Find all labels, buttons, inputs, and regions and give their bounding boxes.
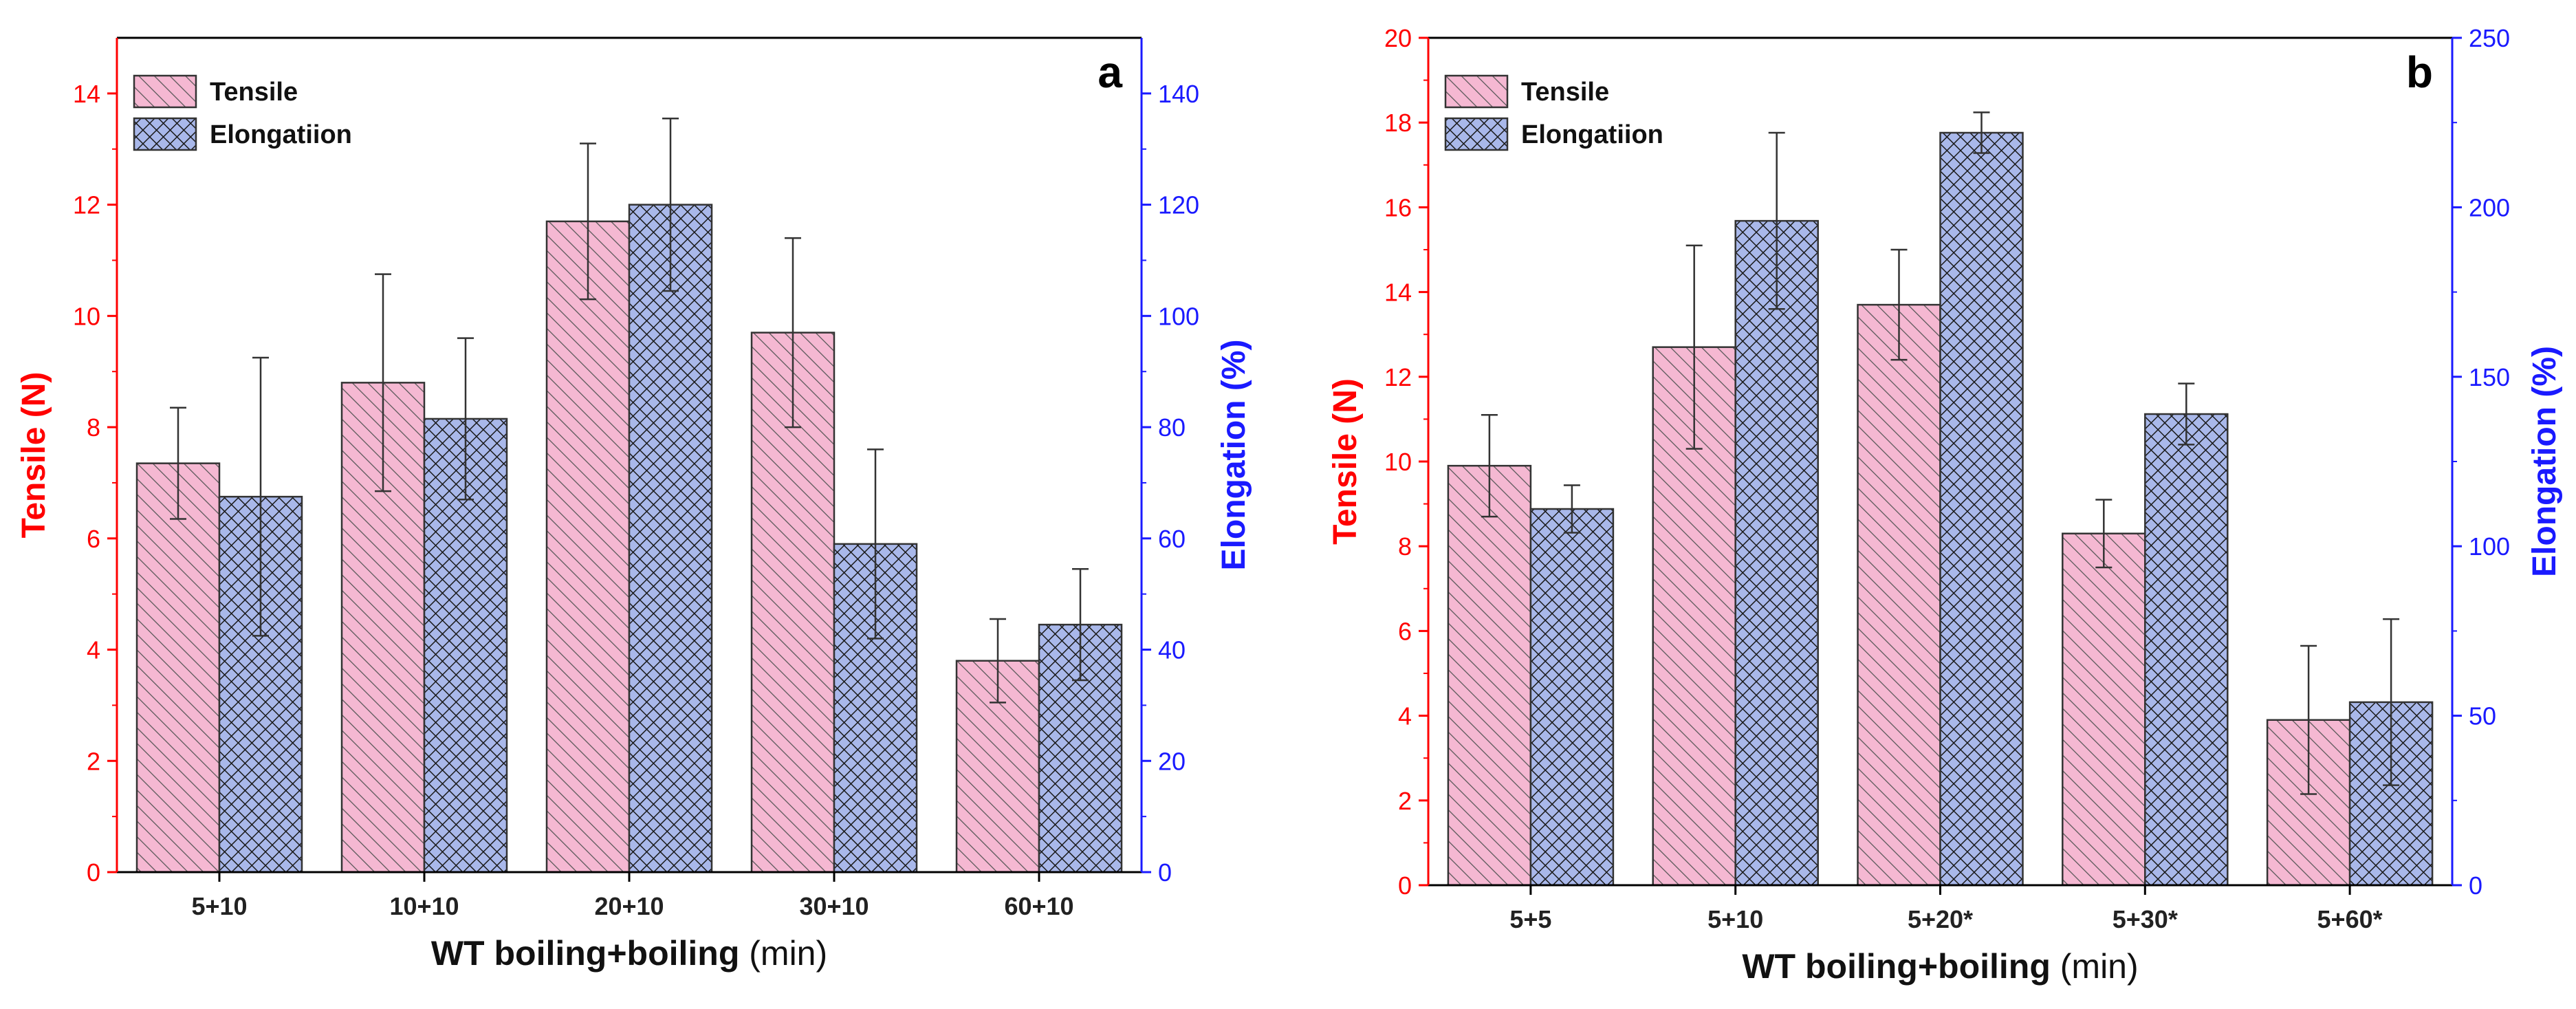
x-axis-title-main: WT boiling+boiling: [431, 934, 749, 973]
y-left-tick-label: 16: [1384, 193, 1412, 221]
x-axis-title-unit: (min): [2060, 947, 2139, 986]
y-right-tick-label: 100: [2469, 532, 2510, 561]
x-axis-title: WT boiling+boiling (min): [1742, 947, 2138, 986]
y-right-tick-label: 0: [2469, 871, 2482, 900]
bar-tensile-5+30*: [2062, 532, 2146, 887]
y-left-tick-label: 6: [87, 525, 100, 553]
y-right-tick-label: 60: [1158, 525, 1186, 553]
y-left-tick-label: 18: [1384, 109, 1412, 137]
y-left-title: Tensile (N): [1327, 378, 1364, 545]
y-left-tick-label: 2: [1398, 787, 1412, 815]
y-right-tick-label: 80: [1158, 413, 1186, 442]
y-right-tick-label: 200: [2469, 193, 2510, 221]
y-right-tick-label: 20: [1158, 747, 1186, 775]
x-tick-label: 5+60*: [2317, 905, 2383, 933]
x-tick-label: 5+10: [191, 892, 247, 920]
y-right-tick-label: 140: [1158, 80, 1199, 108]
y-left-tick-label: 0: [1398, 871, 1412, 900]
y-left-tick-label: 2: [87, 747, 100, 775]
y-right-tick-label: 50: [2469, 702, 2496, 730]
bar-tensile-20+10: [545, 220, 631, 874]
bar-elongation-5+5: [1529, 508, 1615, 887]
y-left-tick-label: 4: [1398, 702, 1412, 730]
x-tick-label: 30+10: [799, 892, 869, 920]
x-axis-title-unit: (min): [749, 934, 827, 973]
y-left-title: Tensile (N): [16, 372, 52, 539]
bar-tensile-5+10: [135, 462, 221, 874]
y-right-title: Elongation (%): [1216, 340, 1252, 571]
y-right-tick-label: 40: [1158, 636, 1186, 664]
x-tick-label: 10+10: [389, 892, 459, 920]
bar-elongation-5+30*: [2144, 413, 2229, 887]
y-left-tick-label: 20: [1384, 24, 1412, 52]
x-tick-label: 5+10: [1707, 905, 1763, 933]
bar-elongation-5+10: [1734, 219, 1819, 887]
bar-elongation-5+20*: [1939, 131, 2024, 887]
x-tick-label: 20+10: [594, 892, 664, 920]
legend-swatch-elongation: [133, 117, 197, 151]
panel-letter: a: [1098, 47, 1122, 97]
legend-swatch-tensile: [133, 74, 197, 109]
bar-elongation-20+10: [628, 204, 713, 874]
legend-swatch-elongation: [1444, 117, 1509, 151]
y-left-tick-label: 12: [73, 191, 100, 219]
panel-b: 5+5 5+10 5+20* 5+30* 5+60*024681012141618200…: [1327, 24, 2563, 986]
x-tick-label: 5+30*: [2113, 905, 2178, 933]
y-left-tick-label: 14: [1384, 279, 1412, 307]
x-axis-title-main: WT boiling+boiling: [1742, 947, 2060, 986]
y-right-tick-label: 0: [1158, 858, 1172, 887]
bar-tensile-5+5: [1447, 464, 1532, 887]
y-left-tick-label: 0: [87, 858, 100, 887]
legend-label-elongation: Elongatiion: [210, 120, 352, 149]
y-left-tick-label: 10: [73, 302, 100, 330]
y-right-tick-label: 250: [2469, 24, 2510, 52]
y-right-tick-label: 100: [1158, 302, 1199, 330]
y-left-tick-label: 8: [87, 413, 100, 442]
y-left-tick-label: 4: [87, 636, 100, 664]
x-tick-label: 5+5: [1509, 905, 1551, 933]
y-left-tick-label: 14: [73, 80, 100, 108]
y-right-tick-label: 120: [1158, 191, 1199, 219]
y-left-tick-label: 12: [1384, 363, 1412, 391]
legend-label-elongation: Elongatiion: [1521, 120, 1663, 149]
panel-a: 5+10 10+10 20+10 30+10 60+100246810121402040…: [16, 36, 1252, 973]
x-tick-label: 5+20*: [1908, 905, 1973, 933]
y-left-tick-label: 6: [1398, 617, 1412, 645]
x-axis-title: WT boiling+boiling (min): [431, 934, 827, 973]
panel-letter: b: [2406, 47, 2433, 97]
y-left-tick-label: 10: [1384, 448, 1412, 476]
bar-tensile-5+20*: [1857, 303, 1941, 887]
y-right-tick-label: 150: [2469, 363, 2510, 391]
legend-label-tensile: Tensile: [1521, 78, 1609, 107]
legend-swatch-tensile: [1444, 74, 1509, 109]
x-tick-label: 60+10: [1004, 892, 1073, 920]
y-left-tick-label: 8: [1398, 532, 1412, 561]
legend-label-tensile: Tensile: [210, 78, 298, 107]
y-right-title: Elongation (%): [2526, 346, 2563, 577]
